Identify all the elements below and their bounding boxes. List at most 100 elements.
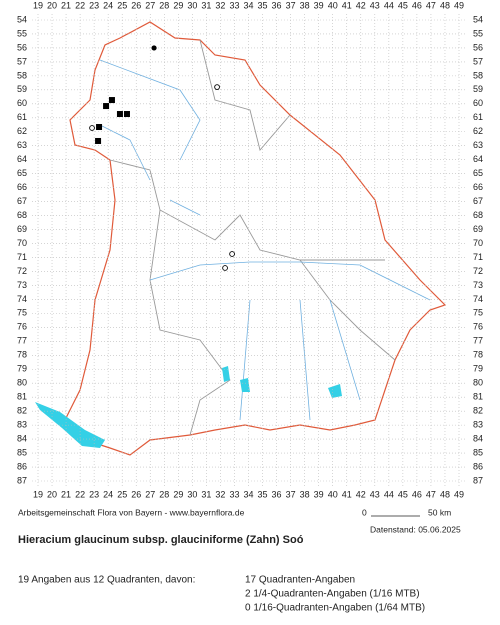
x-label: 24 (103, 0, 113, 10)
square-record (108, 97, 115, 104)
scale-start: 0 (362, 507, 367, 517)
x-label: 33 (229, 489, 239, 499)
x-label: 24 (103, 489, 113, 499)
y-label: 85 (473, 447, 483, 457)
square-record (96, 124, 103, 131)
y-label: 56 (17, 42, 27, 52)
x-label: 19 (33, 0, 43, 10)
y-label: 81 (473, 392, 483, 402)
x-label: 28 (159, 0, 169, 10)
y-label: 86 (473, 461, 483, 471)
y-label: 54 (473, 14, 483, 24)
lake-constance (35, 402, 105, 448)
x-label: 23 (89, 489, 99, 499)
y-label: 74 (17, 294, 27, 304)
y-label: 61 (473, 112, 483, 122)
x-label: 31 (201, 0, 211, 10)
x-label: 26 (131, 489, 141, 499)
y-label: 65 (17, 168, 27, 178)
square-record (95, 137, 102, 144)
y-label: 78 (473, 350, 483, 360)
y-label: 67 (17, 196, 27, 206)
y-label: 60 (473, 98, 483, 108)
x-label: 42 (356, 0, 366, 10)
scale-end: 50 km (428, 507, 451, 517)
x-label: 39 (314, 0, 324, 10)
x-label: 46 (412, 0, 422, 10)
ring-record (229, 251, 235, 257)
y-label: 77 (17, 336, 27, 346)
ring-record (214, 84, 220, 90)
y-label: 76 (473, 322, 483, 332)
axis-labels: 19 19 20 20 21 21 22 22 23 23 24 24 25 25 26 26 27 27 28 28… (17, 0, 483, 499)
x-label: 38 (300, 0, 310, 10)
x-label: 41 (342, 0, 352, 10)
y-label: 83 (473, 419, 483, 429)
credit: Arbeitsgemeinschaft Flora von Bayern - w… (18, 507, 245, 517)
y-label: 80 (17, 378, 27, 388)
x-label: 33 (229, 0, 239, 10)
x-label: 35 (258, 0, 268, 10)
y-label: 72 (17, 266, 27, 276)
x-label: 32 (215, 489, 225, 499)
y-label: 65 (473, 168, 483, 178)
y-label: 70 (473, 238, 483, 248)
x-label: 36 (272, 489, 282, 499)
x-label: 40 (328, 489, 338, 499)
y-label: 69 (17, 224, 27, 234)
y-label: 82 (17, 406, 27, 416)
y-label: 72 (473, 266, 483, 276)
x-label: 30 (187, 489, 197, 499)
x-label: 20 (47, 489, 57, 499)
ring-record (89, 125, 95, 131)
y-label: 55 (17, 28, 27, 38)
x-label: 42 (356, 489, 366, 499)
y-label: 73 (473, 280, 483, 290)
count: 0 1/16-Quadranten-Angaben (1/64 MTB) (245, 603, 425, 614)
y-label: 68 (17, 210, 27, 220)
y-label: 70 (17, 238, 27, 248)
x-label: 34 (243, 489, 253, 499)
y-label: 79 (473, 364, 483, 374)
x-label: 47 (426, 0, 436, 10)
count: 2 1/4-Quadranten-Angaben (1/16 MTB) (245, 589, 420, 600)
y-label: 78 (17, 350, 27, 360)
map-base (35, 21, 447, 456)
y-label: 61 (17, 112, 27, 122)
y-label: 73 (17, 280, 27, 290)
y-label: 82 (473, 406, 483, 416)
x-label: 48 (440, 0, 450, 10)
y-label: 77 (473, 336, 483, 346)
lake (222, 366, 342, 398)
x-label: 32 (215, 0, 225, 10)
x-label: 44 (384, 489, 394, 499)
square-record (116, 111, 123, 118)
x-label: 46 (412, 489, 422, 499)
y-label: 62 (473, 126, 483, 136)
y-label: 66 (17, 182, 27, 192)
y-label: 75 (473, 308, 483, 318)
y-label: 63 (17, 140, 27, 150)
x-label: 38 (300, 489, 310, 499)
y-label: 55 (473, 28, 483, 38)
y-label: 59 (473, 84, 483, 94)
x-label: 43 (370, 489, 380, 499)
y-label: 57 (473, 56, 483, 66)
y-label: 64 (473, 154, 483, 164)
x-label: 22 (75, 489, 85, 499)
x-label: 45 (398, 489, 408, 499)
y-label: 87 (473, 475, 483, 485)
y-label: 75 (17, 308, 27, 318)
y-label: 64 (17, 154, 27, 164)
y-label: 56 (473, 42, 483, 52)
x-label: 45 (398, 0, 408, 10)
y-label: 83 (17, 419, 27, 429)
x-label: 21 (61, 0, 71, 10)
x-label: 36 (272, 0, 282, 10)
y-label: 67 (473, 196, 483, 206)
y-label: 79 (17, 364, 27, 374)
x-label: 20 (47, 0, 57, 10)
x-label: 29 (173, 489, 183, 499)
x-label: 22 (75, 0, 85, 10)
